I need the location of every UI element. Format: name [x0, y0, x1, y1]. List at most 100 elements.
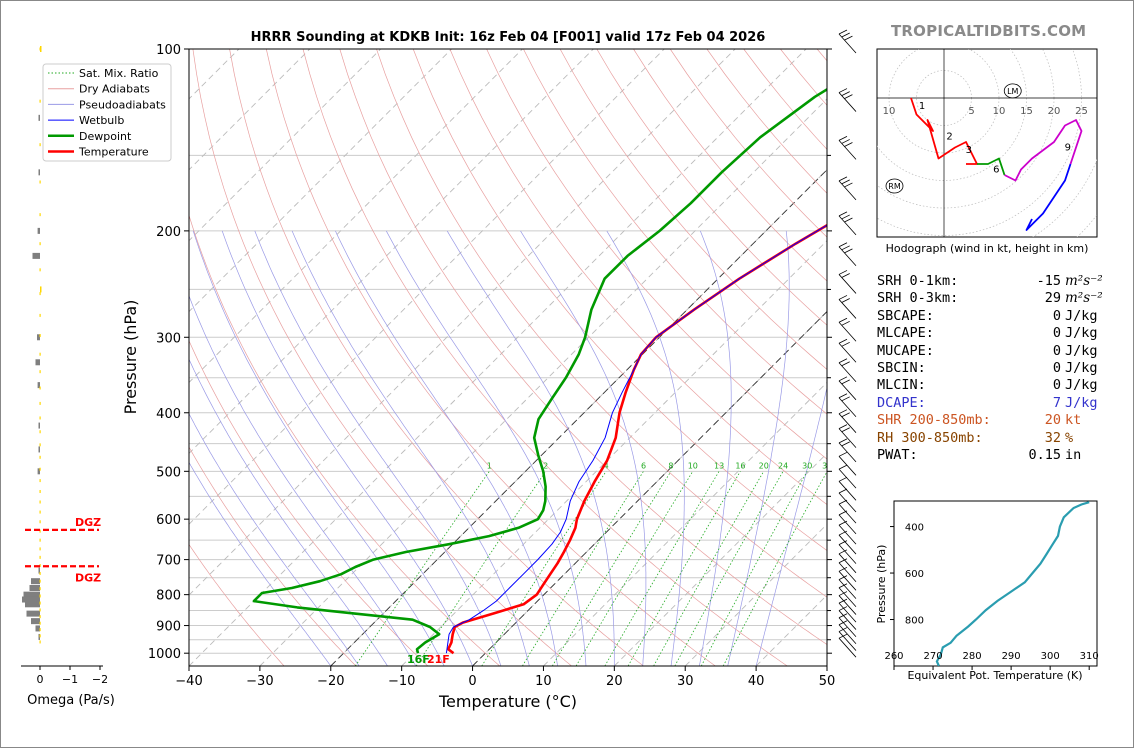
barb-flag: [838, 488, 848, 494]
y-tick-label: 1000: [148, 647, 181, 662]
omega-bar-small: [39, 401, 41, 405]
param-row: DCAPE: 7 J/kg: [877, 395, 1117, 412]
param-row: SHR 200-850mb: 20 kt: [877, 412, 1117, 429]
theta-e-x-tick-label: 280: [963, 651, 982, 662]
param-row: SBCIN: 0 J/kg: [877, 360, 1117, 377]
pseudoadiabat: [335, 230, 558, 666]
isotherm: [614, 452, 827, 666]
omega-bar-small: [39, 490, 41, 494]
wind-barbs: [838, 29, 857, 658]
barb-flag: [838, 464, 848, 470]
barb-shaft: [838, 562, 857, 582]
mixing-ratio-label: 10: [688, 461, 698, 470]
barb-flag: [838, 358, 848, 364]
isotherm-zero: [472, 310, 827, 666]
dry-adiabat: [189, 446, 357, 666]
barb-shaft: [838, 553, 857, 574]
omega-bar: [37, 468, 40, 475]
legend-label: Dry Adiabats: [79, 83, 150, 96]
barb-shaft: [838, 362, 857, 382]
wind-barb: [838, 409, 857, 433]
param-value: 7: [1052, 394, 1061, 411]
barb-shaft: [838, 503, 857, 524]
barb-flag: [838, 176, 848, 182]
isotherm: [543, 381, 827, 666]
barb-flag: [841, 396, 850, 402]
pseudoadiabat: [291, 230, 530, 666]
barb-shaft: [838, 180, 857, 201]
barb-shaft: [838, 92, 857, 112]
barb-flag: [838, 566, 848, 572]
dry-adiabat: [486, 49, 827, 460]
omega-bar-small: [39, 99, 41, 103]
isotherm-minus20: [330, 169, 827, 666]
param-label: PWAT:: [877, 446, 918, 463]
barb-shaft: [838, 428, 857, 448]
hodograph-height-label: 1: [919, 101, 925, 112]
omega-bar: [25, 601, 40, 608]
param-value: 0: [1052, 342, 1061, 359]
barb-flag: [841, 32, 850, 38]
omega-bar: [29, 585, 40, 592]
wind-barb: [838, 29, 857, 54]
barb-shaft: [838, 492, 857, 513]
param-label: SBCAPE:: [877, 307, 934, 324]
omega-bar-small: [39, 555, 41, 559]
isotherm: [401, 240, 827, 666]
omega-bar-small: [39, 564, 41, 568]
mixing-ratio-line: [674, 471, 784, 666]
wind-barb: [838, 338, 857, 363]
barb-flag: [838, 317, 848, 323]
omega-tick-label: −1: [62, 673, 78, 686]
pseudoadiabat: [189, 294, 417, 666]
omega-bar-small: [39, 313, 41, 317]
barb-flag: [838, 295, 848, 300]
omega-bar: [35, 625, 40, 632]
barb-flag: [844, 35, 853, 41]
legend-label: Pseudoadiabats: [79, 98, 166, 111]
barb-shaft: [838, 595, 857, 615]
barb-flag: [838, 409, 848, 415]
x-tick-label: 50: [819, 674, 836, 689]
omega-bar-small: [39, 268, 41, 272]
plot-frame: [188, 48, 828, 667]
mixing-ratio-line: [481, 471, 607, 666]
wind-barb: [838, 540, 857, 564]
omega-bar-small: [39, 538, 41, 542]
barb-flag: [844, 248, 853, 254]
mixing-ratio-line: [604, 471, 720, 666]
barb-flag: [838, 88, 848, 93]
profile-wetbulb: [445, 224, 827, 654]
param-unit: J/kg: [1065, 394, 1098, 411]
barb-shaft: [838, 602, 857, 623]
pseudoadiabat: [606, 230, 685, 666]
barb-shaft: [838, 514, 857, 535]
omega-bar-small: [39, 416, 41, 420]
hodograph-trace: [1025, 163, 1072, 231]
barb-flag: [838, 583, 848, 589]
brand-logo: TROPICALTIDBITS.COM: [891, 22, 1087, 40]
wind-barb: [838, 598, 857, 623]
hodograph-ring-label: 25: [1075, 106, 1088, 117]
theta-e-x-tick-label: 260: [884, 651, 903, 662]
theta-e-y-tick-label: 600: [905, 569, 924, 580]
omega-bar: [37, 382, 40, 389]
mixing-ratio-label: 36: [822, 461, 832, 470]
barb-flag: [838, 424, 848, 430]
barb-shaft: [838, 637, 857, 658]
theta-e-x-tick-label: 290: [1002, 651, 1021, 662]
barb-shaft: [838, 456, 857, 476]
param-value: 29: [1044, 290, 1061, 307]
marker-circle: [885, 178, 904, 194]
x-tick-label: 40: [748, 674, 765, 689]
param-label: MUCAPE:: [877, 342, 934, 359]
dry-adiabat: [449, 49, 827, 506]
wind-barb: [838, 358, 857, 382]
param-value: 0: [1052, 307, 1061, 324]
barb-shaft: [838, 343, 857, 363]
theta-e-y-label: Pressure (hPa): [875, 545, 888, 624]
surface-temperature-label: 21F: [427, 653, 450, 666]
param-value: -15: [1036, 273, 1061, 289]
barb-flag: [841, 441, 850, 447]
param-unit: in: [1065, 446, 1082, 463]
